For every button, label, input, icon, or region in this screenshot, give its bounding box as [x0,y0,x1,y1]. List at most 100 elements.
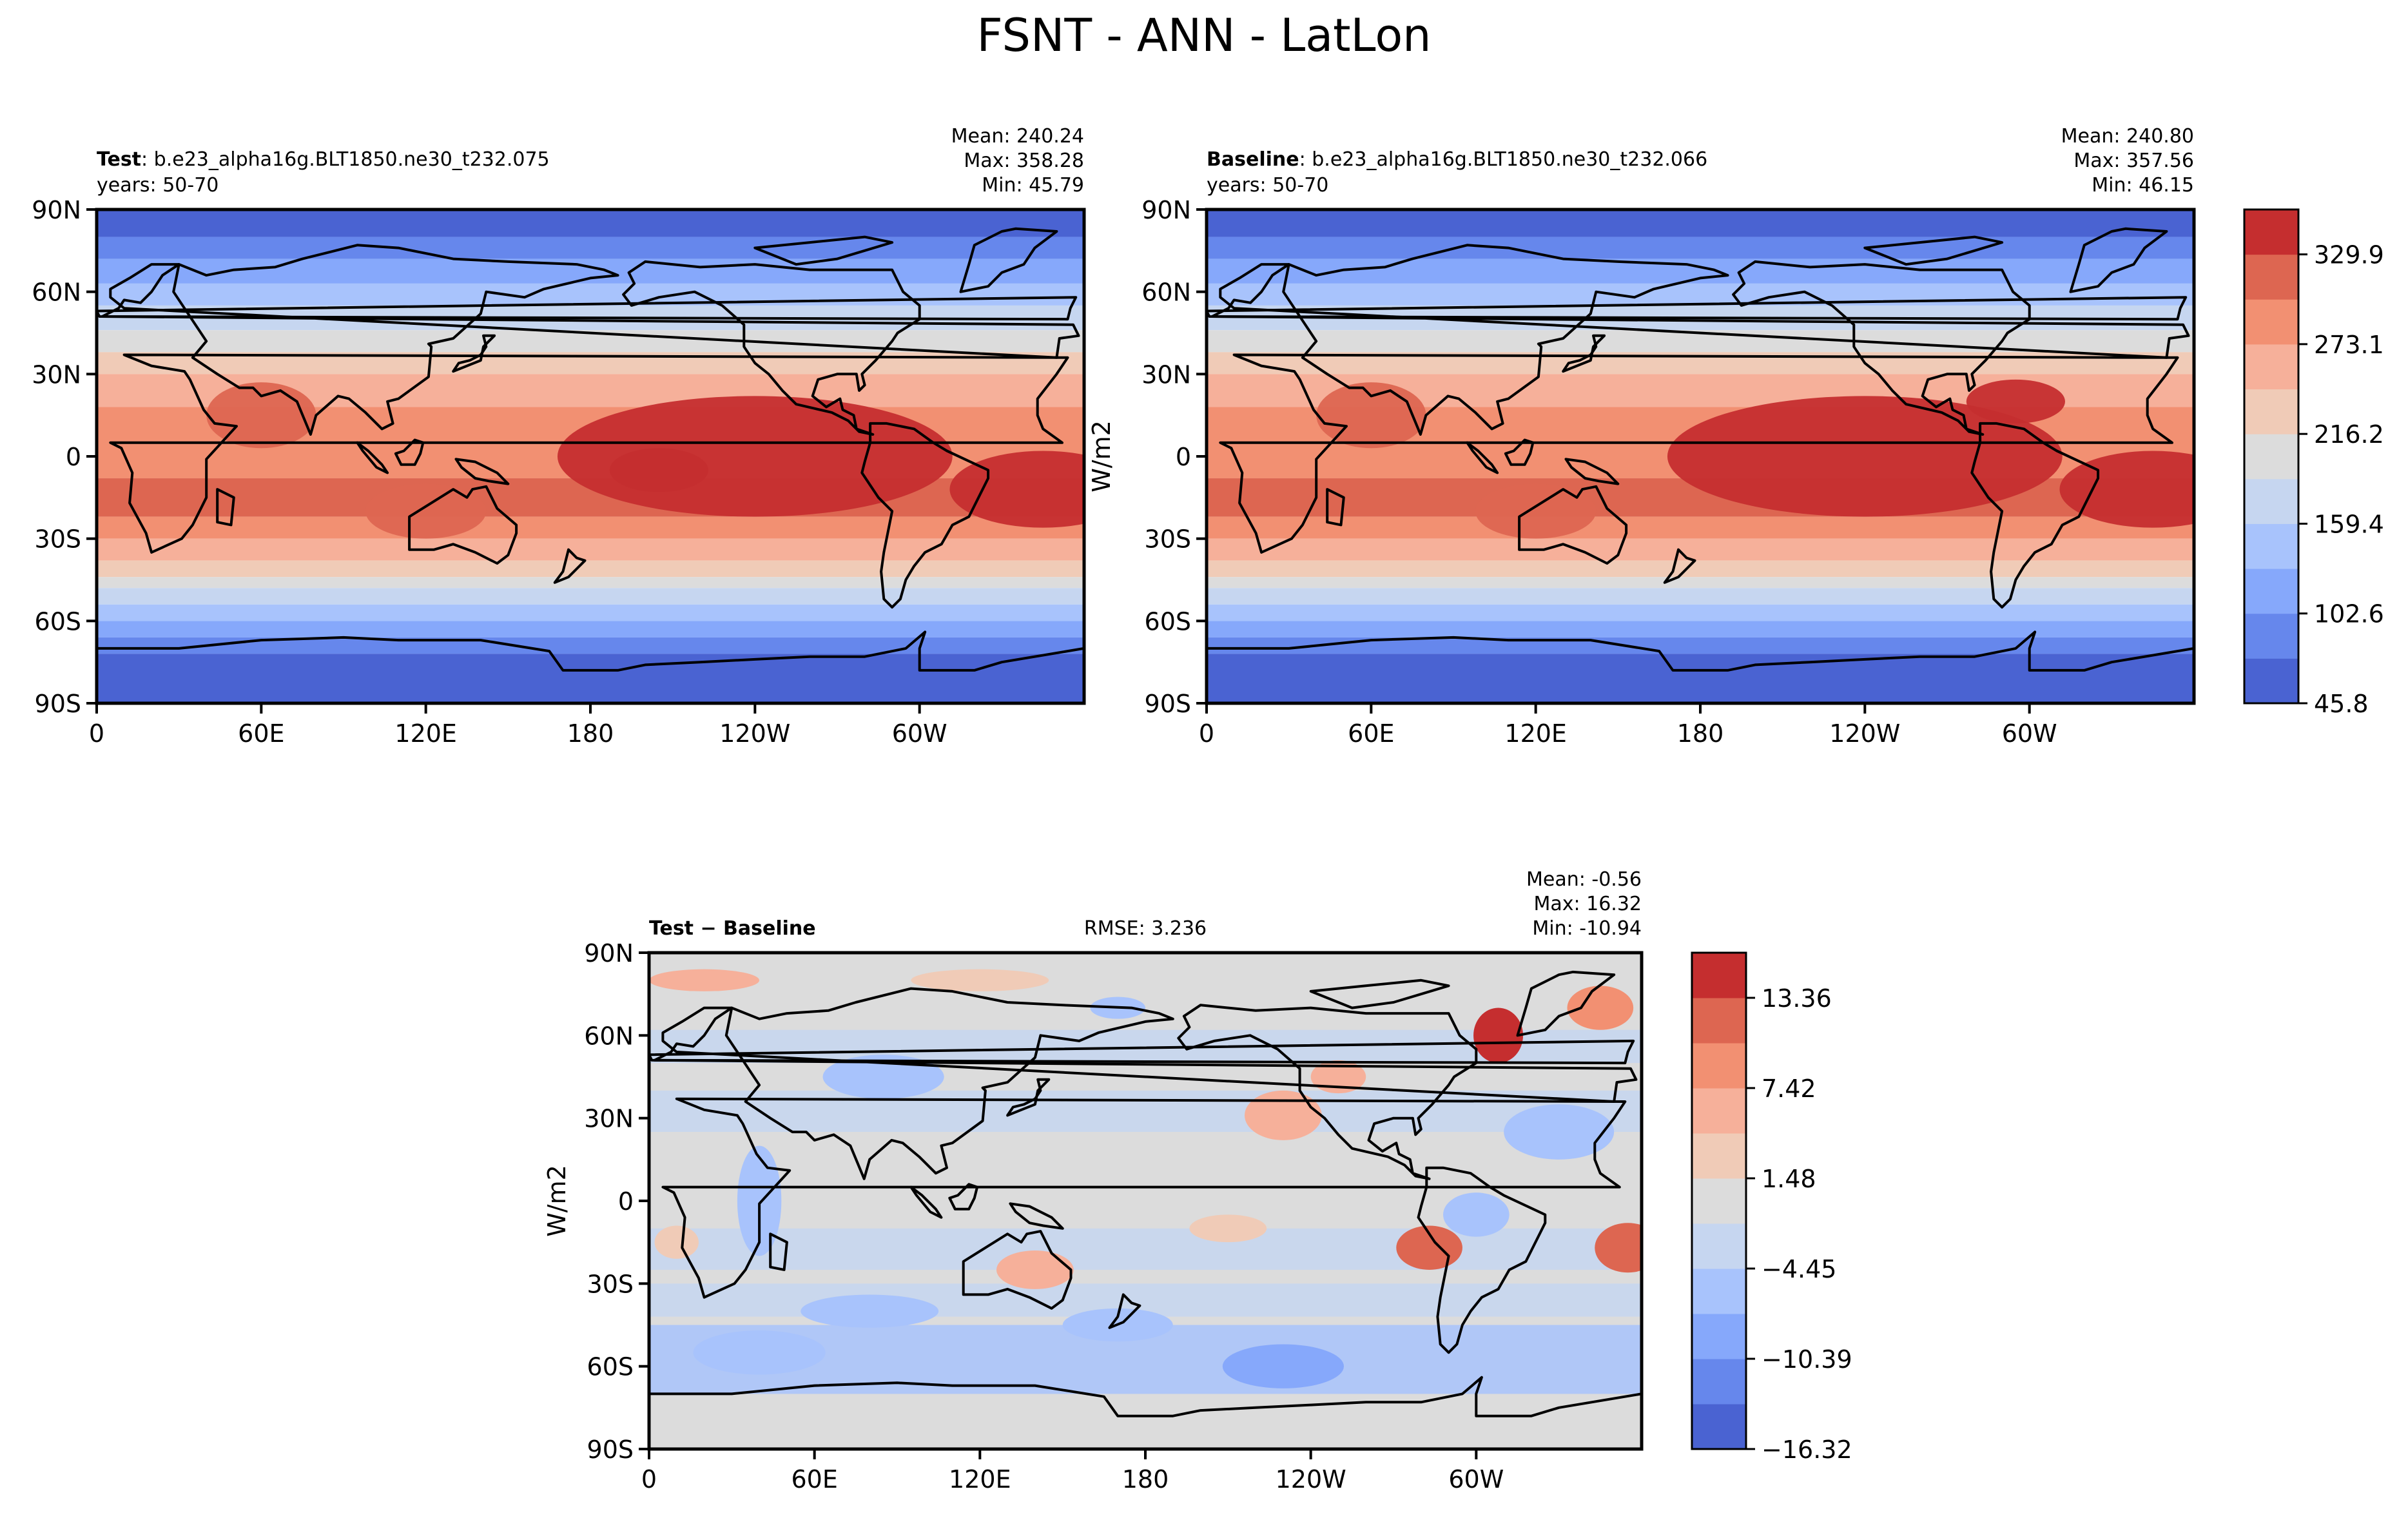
colorbar-segment [1692,953,1746,998]
x-tick-label: 180 [567,719,614,748]
coastline [1564,458,1620,485]
x-tick-label: 60W [1448,1465,1504,1494]
x-tick-label: 180 [1677,719,1724,748]
y-tick-label: 30S [35,525,81,554]
colorbar-segment [2244,209,2298,255]
contour-band [1207,588,2194,605]
colorbar-segment [1692,1223,1746,1269]
coastline [1518,485,1628,565]
coastline [172,244,619,436]
contour-blob [1475,483,1597,539]
coastline [1207,630,2194,703]
coastline [959,227,1058,293]
y-tick-label: 90S [35,690,81,718]
coastline [553,548,587,584]
contour-blob [737,1145,782,1256]
panel-title: Test: b.e23_alpha16g.BLT1850.ne30_t232.0… [97,148,550,171]
colorbar-tick-label: 7.42 [1762,1075,1816,1103]
contour-blob [1567,986,1634,1030]
colorbar-segment [2244,523,2298,569]
y-tick-label: 90N [32,196,81,224]
contour-band [1207,283,2194,306]
coastline [356,441,389,474]
colorbar-tick-label: 102.6 [2314,600,2384,628]
contour-band [649,1090,1642,1133]
x-tick-label: 0 [641,1465,657,1494]
panel-subtitle: years: 50-70 [97,174,218,197]
colorbar-tick-label: 273.1 [2314,331,2384,359]
x-tick-label: 120W [1829,719,1900,748]
colorbar-segment [2244,344,2298,390]
x-tick-label: 180 [1122,1465,1169,1494]
stat-mean: Mean: -0.56 [1526,868,1642,891]
coastline [753,235,894,266]
contour-blob [206,382,316,449]
colorbar-segment [2244,389,2298,434]
stat-mean: Mean: 240.80 [2061,125,2194,148]
coastline [649,1039,1635,1065]
panel-subtitle: years: 50-70 [1207,174,1328,197]
contour-band [97,604,1084,621]
contour-blob [1966,379,2065,423]
contour-blob [649,969,760,991]
coastline [1177,1004,1478,1180]
contour-band [1207,577,2194,589]
colorbar-segment [1692,998,1746,1044]
stat-mean: Mean: 240.24 [951,125,1084,148]
coastline [101,263,1080,359]
map-panel-baseline: 0 60E 120E 180 120W 60W 90N 60N 30N 0 30S 60S 90S Bas… [1087,125,2384,748]
coastline [452,334,496,373]
colorbar-segment [2244,434,2298,480]
contour-blob [1595,1223,1642,1273]
coastline [1326,488,1345,527]
y-tick-label: 90S [1145,690,1191,718]
coastline [1417,1166,1547,1354]
contour-blob [1316,382,1426,449]
x-tick-label: 60E [791,1465,837,1494]
y-tick-label: 60S [1145,607,1191,636]
colorbar-segment [1692,1404,1746,1450]
coastline [622,260,921,436]
x-tick-label: 60W [892,719,947,748]
contour-blob [557,396,953,517]
coastline [653,1006,1638,1103]
colorbar-segment [1692,1359,1746,1405]
y-tick-label: 60N [32,278,81,307]
contour-band [1207,621,2194,637]
coastline [860,422,990,609]
colorbar-tick-label: −10.39 [1762,1345,1852,1374]
x-tick-label: 0 [89,719,104,748]
coastline [1504,438,1535,466]
colorbar-segment [2244,569,2298,614]
colorbar: 329.9 273.1 216.2 159.4 102.6 45.8 [2243,208,2384,718]
colorbar-segment [1692,1269,1746,1314]
contour-blob [801,1294,939,1328]
y-tick-label: 60N [1141,278,1191,307]
colorbar: 13.36 7.42 1.48 −4.45 −10.39 −16.32 [1691,951,1852,1464]
coastline [1562,334,1606,373]
stat-min: Min: -10.94 [1532,917,1642,940]
y-tick-label: 30S [1145,525,1191,554]
y-tick-label: 60S [35,607,81,636]
coastline [1309,978,1450,1009]
contour-blob [949,451,1084,528]
y-tick-label: 30N [584,1105,634,1133]
contour-band [1207,237,2194,259]
contour-blob [1504,1104,1615,1160]
contour-blob [911,969,1049,991]
contour-band [1207,258,2194,284]
y-tick-label: 90N [1141,196,1191,224]
contour-band [1207,604,2194,621]
map-panel-test: 0 60E 120E 180 120W 60W 90N 60N 30N 0 30S 60S 90S Tes… [32,125,1086,748]
coastline [1516,970,1616,1037]
contour-band [97,538,1084,561]
coastline [649,1376,1642,1449]
contour-band [1207,654,2194,703]
coastline [97,630,1084,703]
colorbar-tick-label: 13.36 [1762,984,1832,1013]
coastline [97,296,1078,321]
colorbar-tick-label: 216.2 [2314,420,2384,449]
colorbar-segment [2244,658,2298,704]
contour-band [1207,538,2194,561]
